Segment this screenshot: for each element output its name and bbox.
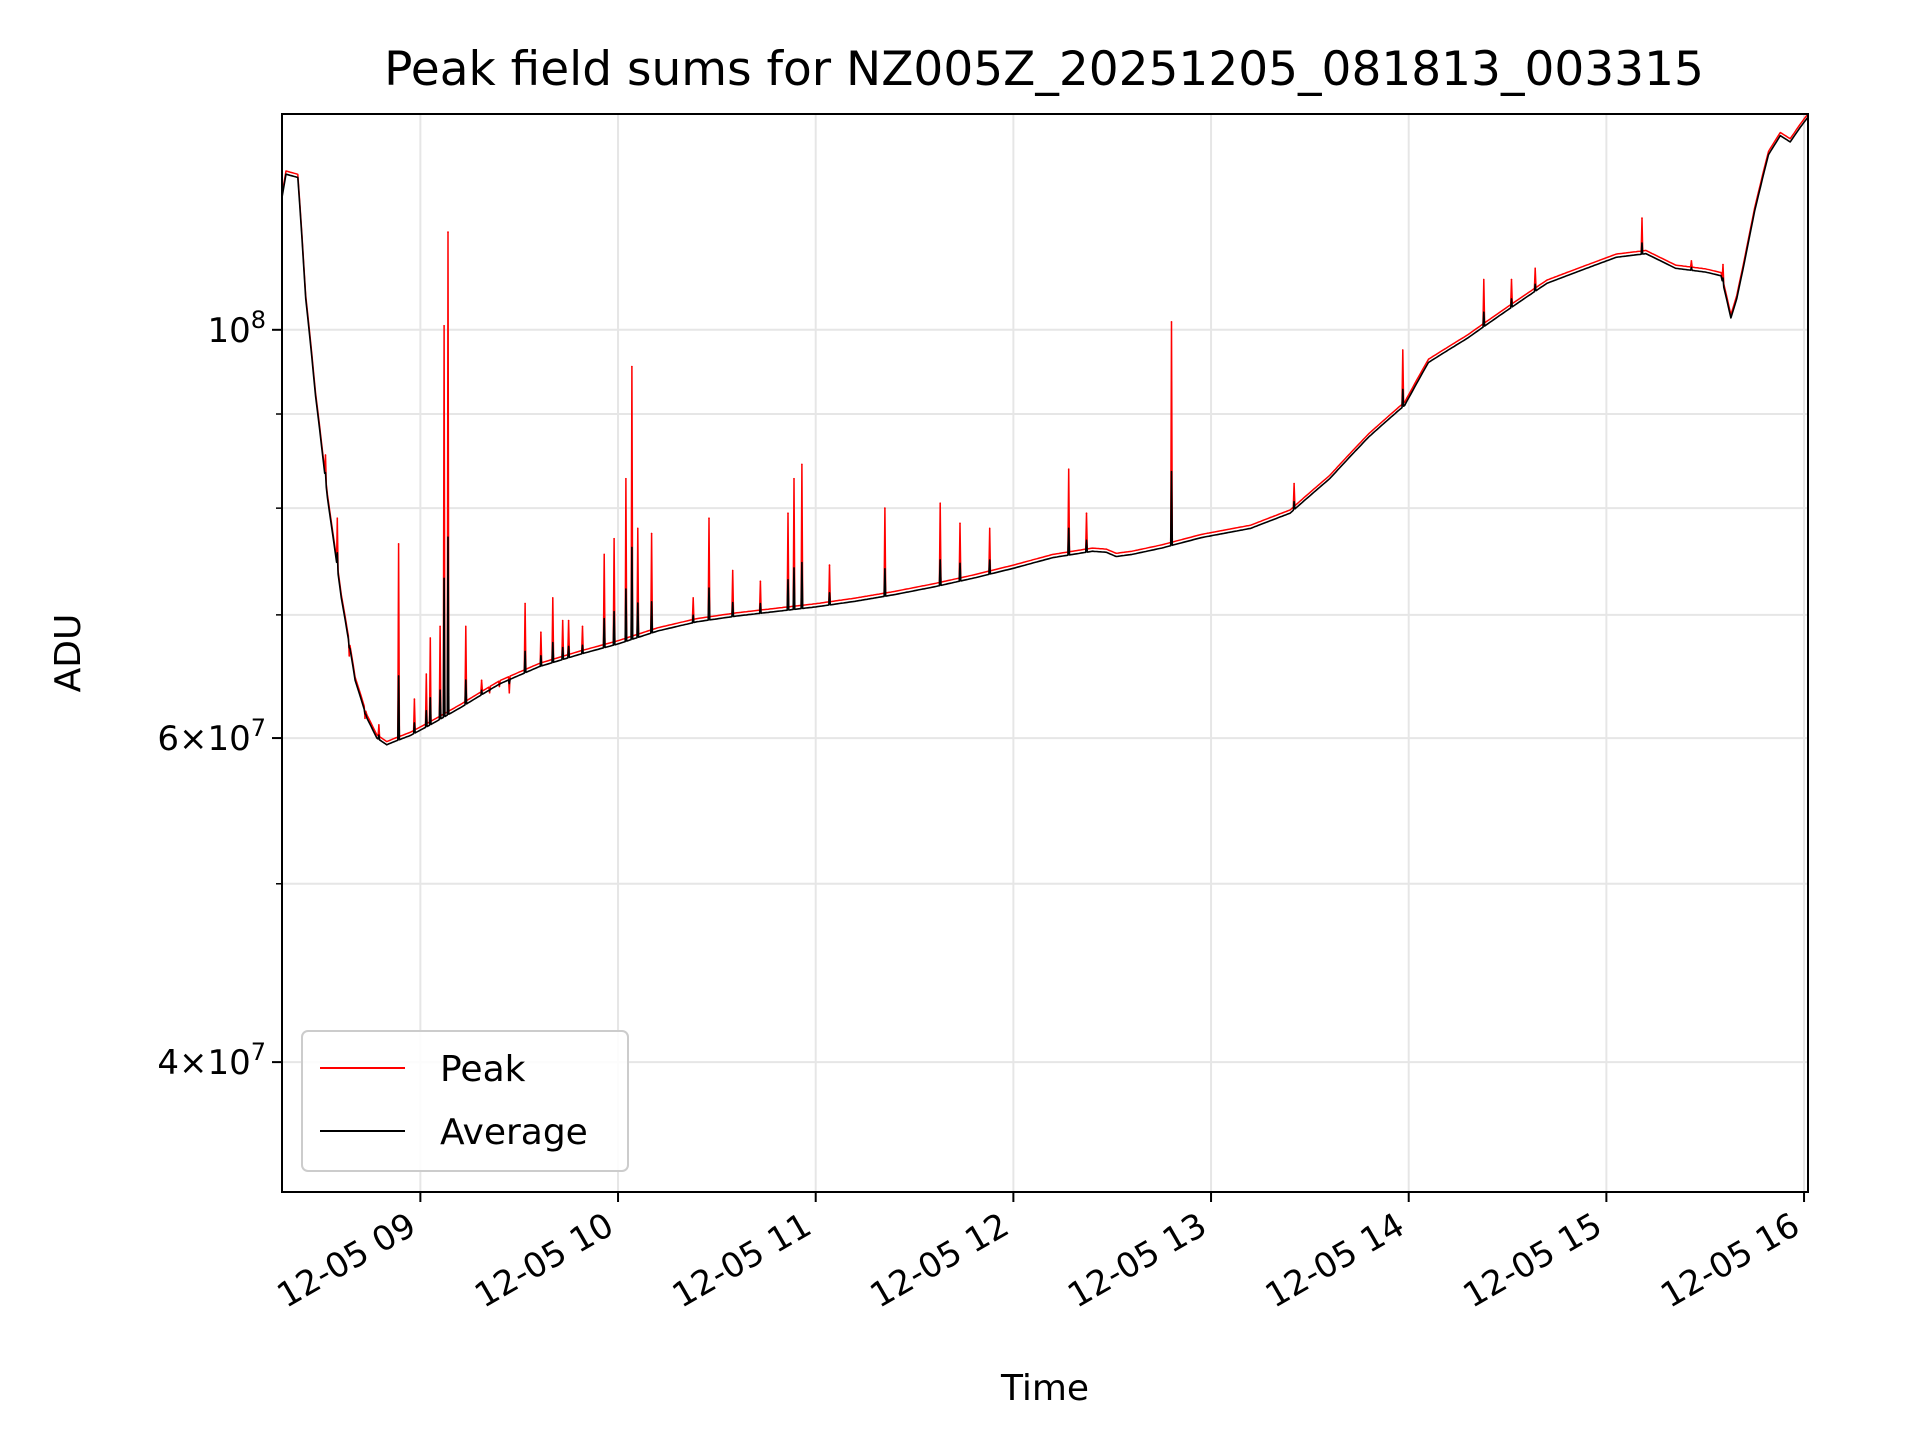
peak-spike-point xyxy=(708,517,710,519)
peak-spike-point xyxy=(1170,321,1173,323)
peak-spike-point xyxy=(480,679,483,682)
peak-spike-point xyxy=(1085,512,1088,514)
legend-peak-label: Peak xyxy=(440,1049,526,1090)
peak-spike-point xyxy=(413,698,416,700)
peak-spike-point xyxy=(637,527,639,530)
peak-spike-point xyxy=(603,553,605,556)
peak-spike-point xyxy=(488,692,491,694)
peak-spike-point xyxy=(884,507,886,509)
peak-spike-point xyxy=(425,673,428,675)
peak-spike-point xyxy=(429,637,432,639)
peak-spike-point xyxy=(443,325,445,327)
peak-spike-point xyxy=(439,625,441,628)
peak-spike-point xyxy=(508,692,511,694)
y-tick-times-sign: × xyxy=(179,719,208,759)
peak-spike-point xyxy=(801,463,803,466)
peak-spike-point xyxy=(759,580,762,583)
peak-spike-point xyxy=(540,631,542,633)
peak-spike-point xyxy=(650,532,653,535)
peak-spike-point xyxy=(524,602,526,605)
peak-spike-point xyxy=(959,522,961,525)
peak-spike-point xyxy=(336,517,339,519)
peak-spike-point xyxy=(793,477,795,480)
plot-area xyxy=(281,113,1809,746)
peak-spike-point xyxy=(787,512,789,514)
legend: Peak Average xyxy=(301,1030,629,1172)
peak-spike-point xyxy=(1483,278,1485,281)
peak-spike-point xyxy=(1641,217,1643,219)
axes-frame xyxy=(281,113,1809,1193)
y-axis-label: ADU xyxy=(48,614,89,693)
y-tick-label: 6×107 xyxy=(157,714,266,759)
peak-spike-point xyxy=(567,619,570,622)
peak-spike-point xyxy=(1293,482,1295,485)
y-tick-base: 10 xyxy=(207,311,250,351)
peak-spike-point xyxy=(1690,260,1693,262)
peak-spike-point xyxy=(1402,349,1404,351)
peak-spike-point xyxy=(378,724,380,726)
peak-spike-point xyxy=(1510,278,1513,281)
y-tick-exponent: 7 xyxy=(251,1038,266,1066)
peak-spike-point xyxy=(1067,468,1070,471)
peak-spike-point xyxy=(1722,263,1724,266)
peak-spike-point xyxy=(364,717,366,720)
y-tick-exponent: 7 xyxy=(251,714,266,742)
y-tick-label: 108 xyxy=(207,306,266,351)
legend-average-label: Average xyxy=(440,1112,588,1153)
peak-spike-point xyxy=(939,502,941,505)
peak-spike-point xyxy=(828,564,831,566)
chart-title: Peak field sums for NZ005Z_20251205_0818… xyxy=(384,42,1704,97)
legend-box xyxy=(301,1030,629,1172)
grid xyxy=(282,114,1808,1192)
y-tick-mantissa: 6 xyxy=(157,719,179,759)
peak-spike-point xyxy=(324,454,327,456)
x-axis-label: Time xyxy=(1000,1368,1089,1409)
peak-spike-point xyxy=(581,625,584,628)
y-tick-base: 10 xyxy=(207,1043,250,1083)
y-tick-exponent: 8 xyxy=(251,306,266,334)
peak-spike-point xyxy=(631,365,633,368)
y-tick-label: 4×107 xyxy=(157,1038,266,1083)
y-tick-times-sign: × xyxy=(179,1043,208,1083)
peak-spike-point xyxy=(988,527,991,530)
average-series-line xyxy=(281,116,1809,746)
peak-spike-point xyxy=(613,537,615,540)
peak-spike-point xyxy=(625,477,627,480)
y-tick-mantissa: 4 xyxy=(157,1043,179,1083)
peak-spike-point xyxy=(397,543,400,545)
peak-spike-point xyxy=(692,597,694,599)
peak-spike-point xyxy=(498,685,501,688)
peak-spike-point xyxy=(1534,267,1536,270)
peak-spike-point xyxy=(447,231,449,233)
peak-spike-point xyxy=(561,619,564,622)
peak-spike-point xyxy=(348,655,351,657)
peak-spike-point xyxy=(465,625,467,628)
peak-spike-point xyxy=(552,597,554,599)
y-tick-base: 10 xyxy=(207,719,250,759)
peak-spike-point xyxy=(731,569,734,572)
